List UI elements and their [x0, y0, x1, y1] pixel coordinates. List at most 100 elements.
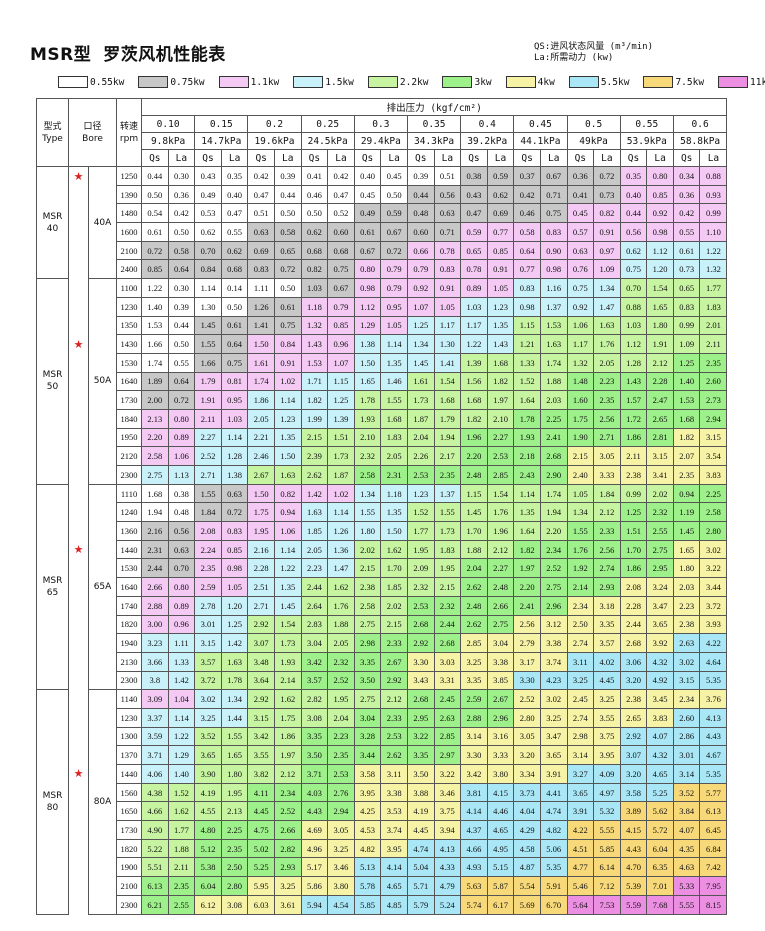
qs-value: 0.48	[406, 203, 435, 224]
qs-value: 3.35	[353, 651, 382, 672]
qs-value: 1.43	[619, 371, 648, 392]
qs-value: 1.42	[300, 483, 329, 504]
qs-value: 1.61	[247, 352, 275, 373]
qs-value: 3.02	[672, 651, 701, 672]
qs-value: 2.68	[406, 689, 435, 709]
qs-value: 2.07	[672, 446, 701, 466]
la-value: 2.60	[699, 371, 728, 392]
la-value: 3.31	[433, 670, 462, 691]
la-value: 3.15	[699, 427, 728, 448]
qs-value: 1.68	[460, 390, 488, 410]
qs-value: 0.53	[194, 203, 222, 224]
qs-value: 3.17	[513, 651, 541, 672]
qs-value: 2.24	[194, 539, 222, 560]
la-value: 3.83	[646, 707, 674, 728]
la-value: 1.63	[593, 315, 621, 336]
qs-value: 4.87	[513, 857, 541, 878]
rpm-cell: 1230	[116, 296, 143, 317]
la-value: 1.76	[486, 502, 515, 523]
la-value: 2.93	[593, 577, 621, 597]
la-value: 0.80	[646, 166, 674, 186]
qs-value: 1.33	[513, 352, 541, 373]
la-value: 0.30	[167, 166, 196, 186]
qs-value: 4.63	[672, 857, 701, 878]
la-value: 2.75	[486, 614, 515, 635]
la-value: 3.04	[486, 633, 515, 653]
qs-value: 0.62	[194, 222, 222, 242]
qs-value: 0.92	[566, 296, 595, 317]
qs-value: 3.27	[566, 764, 595, 784]
la-value: 2.97	[433, 745, 462, 765]
qs-value: 3.57	[300, 670, 329, 691]
table-row: 1640 1.89 0.64 1.79 0.81 1.74 1.02 1.71 1.15 1.65…	[37, 371, 728, 392]
la-value: 2.55	[167, 894, 196, 915]
qs-value: 3.58	[353, 764, 382, 784]
la-value: 1.91	[646, 334, 674, 354]
la-value: 2.13	[220, 801, 249, 822]
qs-value: 1.34	[406, 334, 435, 354]
la-value: 1.75	[273, 707, 302, 728]
la-value: 0.97	[593, 240, 621, 261]
qs-value: 3.71	[141, 745, 169, 765]
qs-value: 5.59	[619, 894, 648, 915]
la-value: 1.29	[167, 745, 196, 765]
legend-swatch	[367, 76, 398, 88]
qs-value: 1.06	[566, 315, 595, 336]
la-value: 1.02	[273, 371, 302, 392]
la-value: 1.03	[220, 408, 249, 429]
qs-value: 2.43	[513, 465, 541, 485]
qs-value: 1.96	[460, 427, 488, 448]
qs-value: 0.38	[460, 166, 488, 186]
la-value: 0.98	[539, 259, 568, 280]
la-value: 3.74	[539, 651, 568, 672]
qs-value: 2.32	[353, 446, 382, 466]
qs-value: 4.45	[247, 801, 275, 822]
la-value: 2.48	[486, 577, 515, 597]
rpm-cell: 1640	[116, 577, 143, 597]
qs-value: 2.27	[194, 427, 222, 448]
qs-value: 3.65	[566, 782, 595, 803]
legend-swatch	[58, 76, 88, 88]
qs-value: 0.44	[406, 184, 435, 205]
title-name: 罗茨风机性能表	[103, 45, 226, 65]
qs-value: 1.80	[672, 558, 701, 579]
recommended-star-icon	[69, 802, 89, 821]
la-value: 1.05	[220, 577, 249, 597]
qs-value: 3.59	[141, 726, 169, 747]
legend-swatch	[643, 76, 674, 88]
qs-value: 2.13	[141, 408, 169, 429]
la-value: 3.65	[539, 745, 568, 765]
la-value: 2.96	[539, 595, 568, 616]
qs-value: 1.45	[672, 521, 701, 541]
qs-value: 2.38	[619, 689, 648, 709]
la-value: 3.38	[380, 782, 408, 803]
qs-value: 3.25	[566, 670, 595, 691]
qs-header: Qs	[566, 149, 595, 167]
la-value: 1.78	[220, 670, 249, 691]
la-value: 2.15	[380, 614, 408, 635]
qs-value: 3.20	[619, 764, 648, 784]
la-value: 2.35	[220, 838, 249, 859]
la-value: 0.90	[539, 240, 568, 261]
la-value: 2.23	[327, 726, 355, 747]
table-row: 1820 3.00 0.96 3.01 1.25 2.92 1.54 2.83 1.88 2.75…	[37, 614, 728, 635]
qs-value: 0.61	[141, 222, 169, 242]
qs-value: 3.65	[194, 745, 222, 765]
model-cell: MSR 50	[36, 278, 69, 485]
la-value: 5.62	[646, 801, 674, 822]
la-value: 0.36	[167, 184, 196, 205]
la-value: 0.64	[167, 371, 196, 392]
qs-value: 2.88	[141, 595, 169, 616]
la-value: 5.85	[593, 838, 621, 859]
qs-value: 1.74	[247, 371, 275, 392]
recommended-star-icon	[69, 391, 89, 410]
qs-value: 3.72	[194, 670, 222, 691]
qs-value: 1.65	[353, 371, 382, 392]
la-value: 1.50	[380, 521, 408, 541]
qs-value: 4.03	[300, 782, 329, 803]
la-value: 4.32	[646, 651, 674, 672]
la-value: 3.72	[699, 595, 728, 616]
pressure-kgf: 0.5	[566, 115, 621, 133]
title-model: MSR型	[30, 45, 92, 65]
la-value: 1.23	[273, 408, 302, 429]
